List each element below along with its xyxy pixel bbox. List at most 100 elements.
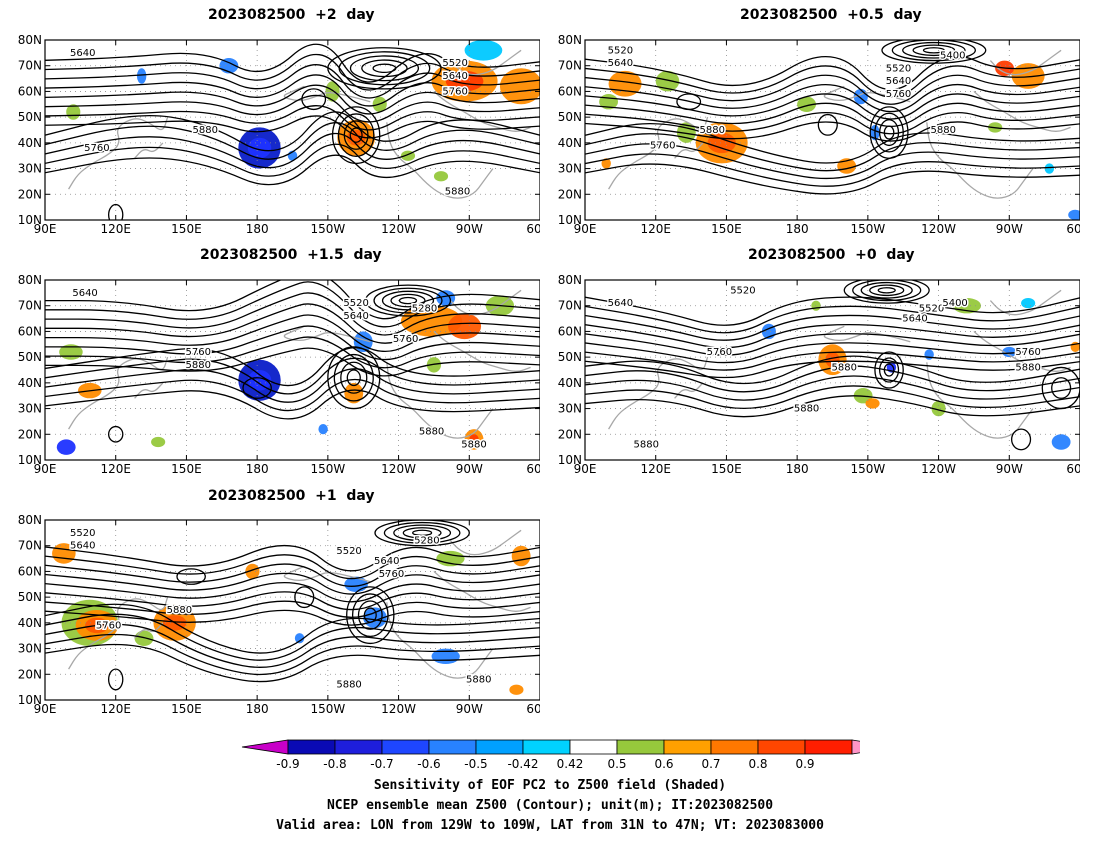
contour-line	[585, 55, 1080, 91]
colorbar-swatch	[287, 739, 336, 755]
contour-low	[390, 293, 426, 308]
lat-tick-label: 40N	[18, 616, 42, 630]
lat-tick-label: 30N	[18, 402, 42, 416]
contour-line	[45, 132, 540, 169]
caption-line-3: Valid area: LON from 129W to 109W, LAT f…	[276, 818, 824, 833]
contour-line	[45, 303, 540, 344]
sensitivity-shade	[865, 398, 880, 409]
contour-low	[331, 106, 381, 165]
contour-line	[45, 74, 540, 107]
lon-tick-label: 120W	[381, 702, 416, 716]
sensitivity-shade	[1051, 434, 1071, 450]
coastline	[433, 330, 531, 372]
lat-tick-label: 80N	[558, 33, 582, 47]
colorbar-swatch	[334, 739, 383, 755]
contour-low	[343, 120, 369, 150]
coastline	[68, 596, 169, 670]
contour-line	[45, 122, 540, 160]
coastline	[823, 85, 911, 103]
lon-tick-label: 90W	[996, 462, 1023, 476]
caption-line-1: Sensitivity of EOF PC2 to Z500 field (Sh…	[373, 778, 727, 793]
sensitivity-shade	[294, 633, 305, 644]
colorbar-level-label: 0.9	[795, 757, 814, 771]
contour-label: 5760	[393, 334, 418, 345]
contour-label: 5640	[608, 298, 633, 309]
contour-line	[45, 609, 540, 626]
coastline	[973, 90, 1071, 132]
lat-tick-label: 60N	[18, 84, 42, 98]
contour-line	[45, 154, 540, 186]
contour-low	[357, 600, 383, 630]
lon-tick-label: 90W	[456, 702, 483, 716]
contour-line	[45, 554, 540, 580]
coastline	[608, 116, 709, 190]
contour-low	[383, 521, 461, 544]
contour-label: 5880	[445, 187, 470, 198]
contour-line	[45, 292, 540, 336]
contour-low	[381, 290, 435, 311]
sensitivity-shade	[1002, 346, 1017, 358]
contour-low	[843, 280, 930, 304]
lat-tick-label: 10N	[18, 213, 42, 227]
contour-label: 5760	[650, 140, 675, 151]
contour-line	[585, 314, 1080, 341]
contour-label: 5760	[84, 143, 109, 154]
lat-tick-label: 10N	[18, 693, 42, 707]
contour-line	[45, 325, 540, 361]
contour-line	[585, 133, 1080, 172]
colorbar-svg: -0.9 -0.8 -0.7 -0.6 -0.5 -0.42 0.42 0.5 0.6 0.7 0.…	[241, 739, 899, 771]
colorbar-swatch	[616, 739, 665, 755]
contour-line	[45, 623, 540, 668]
lat-tick-label: 20N	[18, 187, 42, 201]
contour-line	[45, 581, 540, 603]
contour-label: 5520	[730, 285, 755, 296]
contour-low	[1041, 366, 1080, 410]
colorbar-level-label: 0.6	[654, 757, 673, 771]
lon-tick-label: 150E	[711, 222, 742, 236]
lat-tick-label: 40N	[558, 376, 582, 390]
sensitivity-shade	[325, 81, 340, 102]
lat-tick-label: 60N	[18, 564, 42, 578]
lon-tick-label: 90W	[456, 222, 483, 236]
lon-tick-label: 150W	[310, 462, 345, 476]
contour-low	[881, 40, 987, 64]
contour-low	[327, 47, 442, 90]
lon-tick-label: 180	[246, 702, 269, 716]
lon-tick-label: 120W	[921, 222, 956, 236]
contour-low	[860, 281, 913, 299]
lon-tick-label: 90E	[34, 222, 57, 236]
coastline	[283, 325, 371, 343]
lat-tick-label: 70N	[558, 59, 582, 73]
contour-line	[585, 65, 1080, 98]
contour-line	[585, 83, 1080, 113]
lon-tick-label: 90E	[574, 462, 597, 476]
contour-label: 5880	[461, 440, 486, 451]
colorbar-swatch	[663, 739, 712, 755]
contour-label: 5520	[343, 298, 368, 309]
colorbar-swatch	[381, 739, 430, 755]
contour-low	[398, 296, 418, 305]
lat-tick-label: 80N	[558, 273, 582, 287]
contour-low	[393, 524, 452, 542]
lat-tick-label: 40N	[558, 136, 582, 150]
coastline	[989, 49, 1062, 76]
lon-tick-label: 180	[786, 462, 809, 476]
colorbar-level-label: 0.42	[557, 757, 584, 771]
contour-line	[585, 296, 1080, 326]
contour-low	[349, 127, 363, 143]
lat-tick-label: 50N	[18, 110, 42, 124]
contour-line	[585, 102, 1080, 127]
contour-label: 5640	[442, 71, 467, 82]
contour-label: 5880	[1015, 362, 1040, 373]
contour-label: 5520	[919, 303, 944, 314]
lat-tick-label: 60N	[558, 84, 582, 98]
lon-tick-label: 150W	[310, 222, 345, 236]
contour-label: 5880	[419, 427, 444, 438]
coastline	[823, 325, 911, 343]
lon-tick-label: 150W	[310, 702, 345, 716]
map-panel-plus0: 5520 5640 5520 5400 5640 5760 5760 5880 5880 5880…	[540, 270, 1094, 485]
contour-label: 5760	[707, 347, 732, 358]
contour-line	[585, 385, 1080, 410]
contour-line	[585, 342, 1080, 364]
contour-line	[45, 53, 540, 91]
